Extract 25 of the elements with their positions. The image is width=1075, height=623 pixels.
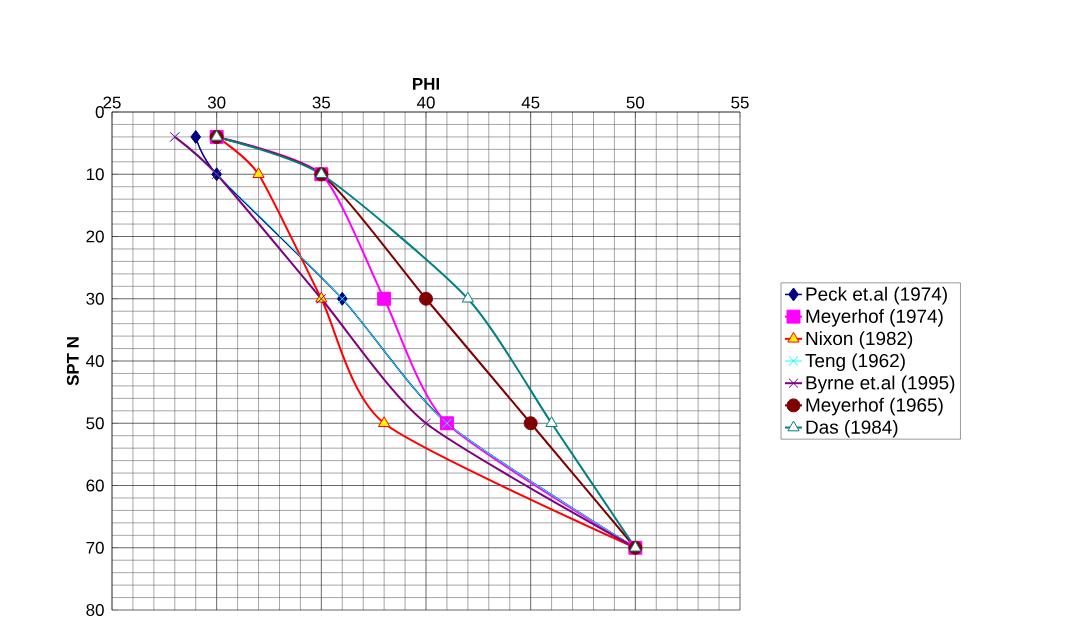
x-tick-label: 35 [312,96,331,109]
y-tick-label: 30 [86,292,104,305]
legend-label: Meyerhof (1965) [806,397,943,416]
x-tick-label: 45 [521,96,540,109]
y-tick-label: 50 [86,417,104,430]
x-tick-label: 25 [103,96,121,109]
y-axis-title: SPT N [66,337,79,386]
x-tick-label: 55 [731,96,749,109]
legend-label: Meyerhof (1974) [806,309,943,327]
legend-label: Byrne et.al (1995) [806,375,955,394]
legend-label: Nixon (1982) [806,331,913,349]
y-tick-label: 40 [86,355,104,368]
legend-label: Peck et.al (1974) [806,286,947,305]
legend-label: Teng (1962) [805,353,905,372]
x-tick-label: 50 [626,96,645,109]
y-tick-label: 0 [95,106,104,119]
x-tick-label: 40 [416,96,435,109]
y-tick-label: 10 [86,168,104,181]
y-tick-label: 60 [86,479,104,492]
x-axis-title: PHI [413,78,439,90]
legend-label: Das (1984) [806,419,898,438]
y-tick-label: 20 [86,230,104,243]
x-tick-label: 30 [207,96,226,109]
y-tick-label: 70 [86,541,104,554]
y-tick-label: 80 [86,604,104,617]
